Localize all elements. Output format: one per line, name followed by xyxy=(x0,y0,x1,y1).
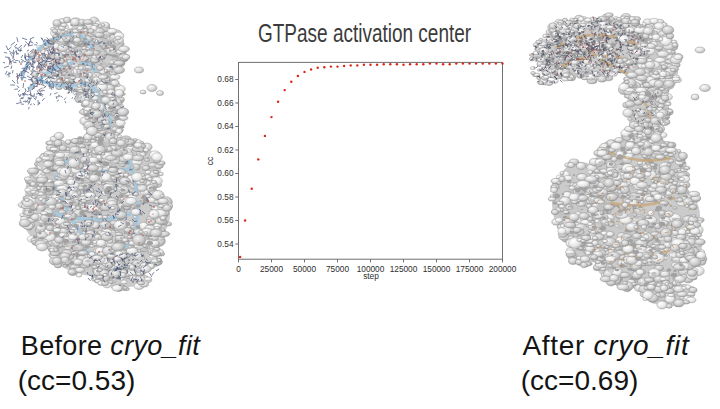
svg-text:150000: 150000 xyxy=(423,264,451,274)
svg-text:0.56: 0.56 xyxy=(217,215,234,225)
svg-text:25000: 25000 xyxy=(260,264,283,274)
svg-text:50000: 50000 xyxy=(293,264,316,274)
svg-text:0.66: 0.66 xyxy=(217,98,234,108)
svg-text:0.68: 0.68 xyxy=(217,74,234,84)
svg-text:0.60: 0.60 xyxy=(217,168,234,178)
svg-text:0.54: 0.54 xyxy=(217,239,234,249)
svg-text:0.64: 0.64 xyxy=(217,121,234,131)
svg-text:0.58: 0.58 xyxy=(217,192,234,202)
svg-text:75000: 75000 xyxy=(326,264,349,274)
svg-text:step: step xyxy=(363,271,379,281)
svg-text:0: 0 xyxy=(236,264,241,274)
svg-text:cc: cc xyxy=(205,157,215,165)
svg-text:200000: 200000 xyxy=(489,264,517,274)
svg-text:125000: 125000 xyxy=(390,264,418,274)
svg-text:175000: 175000 xyxy=(456,264,484,274)
svg-text:0.62: 0.62 xyxy=(217,145,234,155)
